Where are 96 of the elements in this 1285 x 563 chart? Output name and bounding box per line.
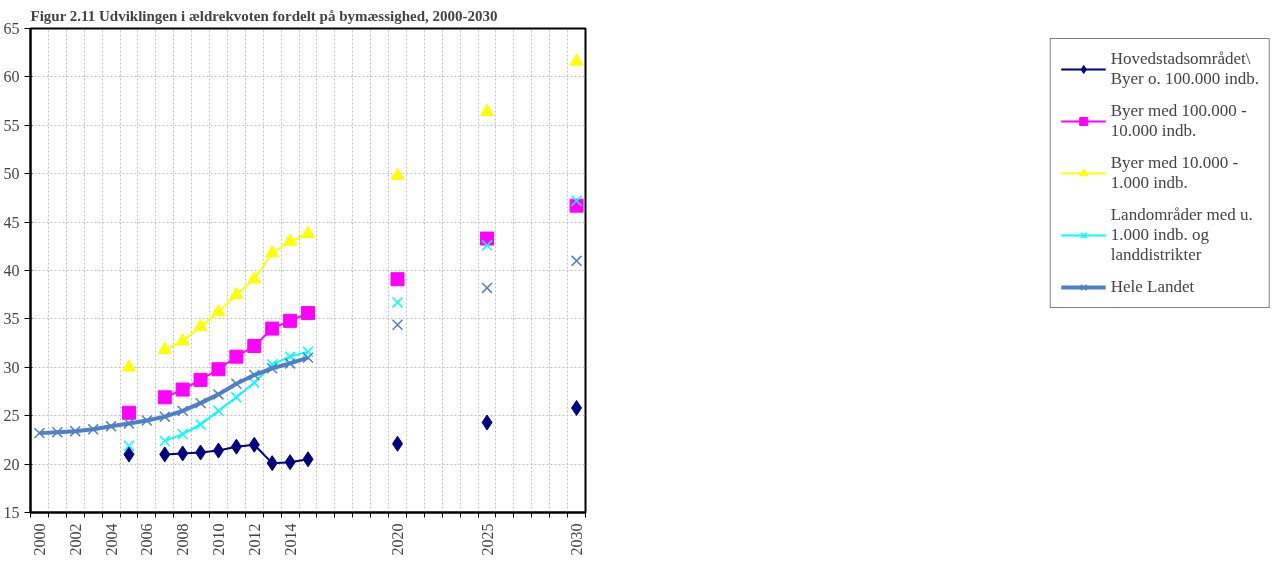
point: [391, 296, 404, 309]
x-tick-label: 2000: [30, 523, 48, 556]
y-tick-label: 55: [3, 116, 20, 134]
legend-label: Hele Landet: [1110, 277, 1195, 297]
point: [195, 444, 207, 461]
point: [302, 451, 314, 468]
y-tick-label: 45: [3, 213, 20, 231]
point: [266, 455, 278, 472]
legend-label: Byer med 10.000 - 1.000 indb.: [1110, 153, 1239, 193]
point: [284, 454, 296, 471]
y-tick-label: 40: [3, 262, 20, 279]
point: [302, 346, 314, 358]
point: [390, 272, 405, 287]
y-tick-label: 25: [3, 407, 20, 425]
point: [247, 271, 262, 284]
y-tick-label: 30: [3, 358, 20, 376]
point: [177, 445, 189, 462]
point: [157, 341, 172, 355]
point: [481, 239, 493, 252]
point: [121, 405, 136, 420]
x-tick-label: 2004: [102, 523, 120, 556]
point: [284, 350, 296, 363]
point: [247, 339, 262, 353]
x-tick-label: 2025: [478, 523, 496, 556]
point: [193, 372, 208, 387]
point: [248, 377, 260, 389]
point: [141, 414, 153, 427]
y-tick-label: 15: [3, 504, 20, 521]
point: [265, 321, 280, 336]
point: [301, 306, 315, 321]
point: [266, 358, 278, 371]
point: [159, 446, 171, 463]
y-tick-label: 50: [3, 165, 20, 183]
chart-title: Figur 2.11 Udviklingen i ældrekvoten fordelt på bymæssighed, 2000-2030: [30, 7, 498, 24]
y-tick-label: 60: [3, 68, 20, 86]
y-tick-label: 35: [3, 310, 20, 328]
x-tick-label: 2020: [389, 523, 407, 556]
x-tick-label: 2006: [138, 523, 156, 556]
point: [212, 442, 224, 459]
point: [33, 427, 46, 439]
point: [105, 420, 117, 433]
point: [480, 103, 495, 116]
point: [481, 282, 493, 294]
x-tick-label: 2008: [174, 523, 192, 556]
point: [302, 351, 314, 364]
point: [391, 319, 404, 331]
point: [69, 425, 81, 437]
point: [570, 195, 583, 207]
point: [265, 245, 280, 258]
point: [392, 435, 404, 452]
point: [481, 414, 493, 431]
point: [301, 225, 315, 238]
point: [570, 255, 583, 267]
point: [193, 318, 208, 331]
legend-label: Hovedstadsområdet\ Byer o. 100.000 indb.: [1110, 49, 1259, 89]
point: [248, 436, 260, 453]
point: [266, 362, 278, 374]
point: [175, 382, 190, 397]
point: [284, 357, 296, 370]
point: [230, 378, 243, 390]
point: [211, 304, 226, 317]
point: [87, 423, 99, 435]
x-tick-label: 2012: [245, 523, 263, 556]
point: [123, 440, 135, 452]
point: [51, 426, 64, 438]
point: [176, 428, 189, 440]
point: [176, 405, 189, 417]
point: [212, 405, 225, 417]
legend-label: Landområder med u. 1.000 indb. og landdistrikter: [1110, 205, 1253, 265]
point: [229, 349, 244, 364]
point: [175, 333, 190, 346]
point: [569, 53, 584, 66]
point: [194, 397, 207, 409]
point: [123, 417, 135, 430]
point: [390, 167, 405, 180]
point: [230, 438, 242, 455]
point: [571, 399, 583, 416]
x-tick-label: 2002: [66, 523, 84, 556]
point: [194, 418, 207, 431]
point: [230, 391, 243, 404]
y-tick-label: 20: [3, 455, 20, 473]
point: [211, 362, 226, 377]
point: [159, 435, 171, 447]
point: [229, 286, 244, 299]
point: [159, 410, 171, 423]
point: [248, 369, 260, 381]
point: [123, 446, 135, 463]
x-tick-label: 2010: [209, 523, 227, 556]
y-tick-label: 65: [3, 20, 20, 37]
x-tick-label: 2030: [568, 523, 586, 556]
point: [121, 359, 136, 372]
x-tick-label: 2014: [281, 523, 299, 556]
point: [157, 390, 172, 405]
legend-label: Byer med 100.000 - 10.000 indb.: [1110, 101, 1247, 141]
point: [283, 313, 298, 328]
point: [283, 233, 298, 246]
